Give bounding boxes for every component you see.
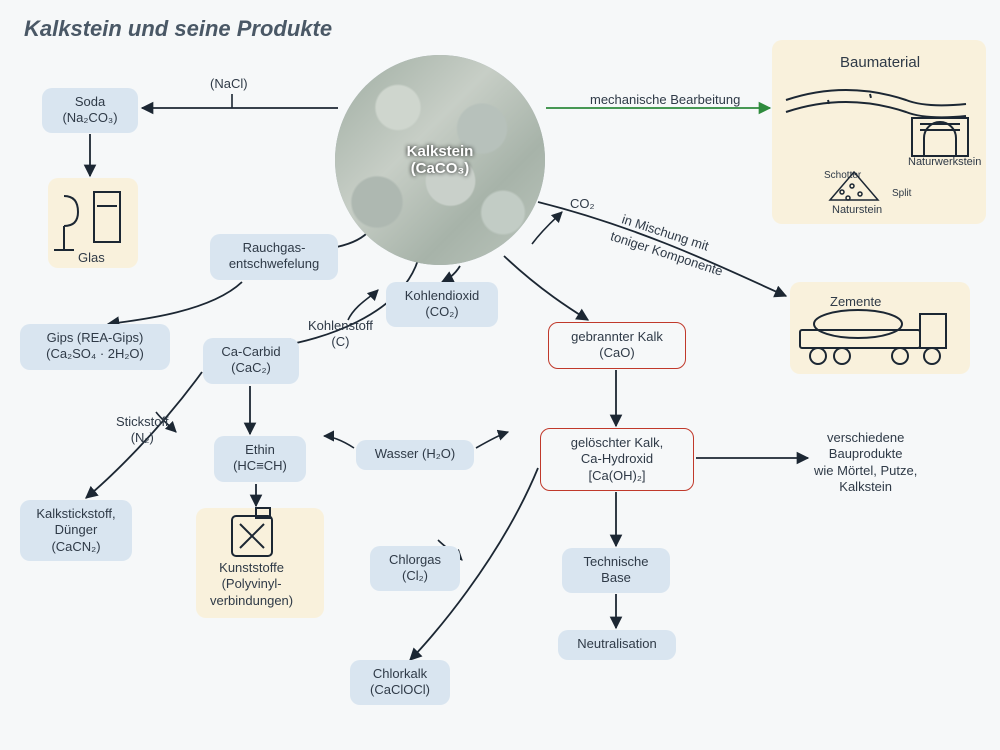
arrow bbox=[324, 436, 354, 448]
label-split: Split bbox=[892, 188, 911, 201]
node-soda: Soda(Na₂CO₃) bbox=[42, 88, 138, 133]
arrow bbox=[442, 266, 460, 282]
label-stickstoff: Stickstoff (N₂) bbox=[116, 414, 169, 447]
node-chlorgas: Chlorgas(Cl₂) bbox=[370, 546, 460, 591]
node-chlorkalk: Chlorkalk(CaClOCl) bbox=[350, 660, 450, 705]
node-techbase: TechnischeBase bbox=[562, 548, 670, 593]
arrow bbox=[108, 282, 242, 324]
node-geloescht: gelöschter Kalk,Ca-Hydroxid[Ca(OH)₂] bbox=[540, 428, 694, 491]
node-co2box: Kohlendioxid(CO₂) bbox=[386, 282, 498, 327]
label-glas: Glas bbox=[78, 250, 105, 266]
label-kunststoffe: Kunststoffe (Polyvinyl- verbindungen) bbox=[210, 560, 293, 609]
label-mech: mechanische Bearbeitung bbox=[590, 92, 740, 108]
node-gebrannt: gebrannter Kalk(CaO) bbox=[548, 322, 686, 369]
node-wasser: Wasser (H₂O) bbox=[356, 440, 474, 470]
limestone-caption-1: Kalkstein bbox=[407, 143, 474, 160]
node-neutral: Neutralisation bbox=[558, 630, 676, 660]
node-kalkstick: Kalkstickstoff,Dünger(CaCN₂) bbox=[20, 500, 132, 561]
label-co2: CO₂ bbox=[570, 196, 595, 212]
node-carbid: Ca-Carbid(CaC₂) bbox=[203, 338, 299, 384]
node-rauchgas: Rauchgas-entschwefelung bbox=[210, 234, 338, 280]
page-title: Kalkstein und seine Produkte bbox=[24, 16, 332, 42]
arrow bbox=[348, 290, 378, 320]
label-baumat: Baumaterial bbox=[840, 54, 920, 73]
node-ethin: Ethin(HC≡CH) bbox=[214, 436, 306, 482]
label-bauprod: verschiedene Bauprodukte wie Mörtel, Put… bbox=[814, 430, 917, 495]
arrow bbox=[476, 432, 508, 448]
label-nat1: Naturwerkstein bbox=[908, 156, 981, 170]
limestone-circle: Kalkstein (CaCO₃) bbox=[335, 55, 545, 265]
label-kohlenstoff: Kohlenstoff (C) bbox=[308, 318, 373, 351]
label-schotter: Schotter bbox=[824, 170, 861, 183]
arrow bbox=[504, 256, 588, 320]
label-zemente: Zemente bbox=[830, 294, 881, 310]
node-gips: Gips (REA-Gips)(Ca₂SO₄ · 2H₂O) bbox=[20, 324, 170, 370]
limestone-caption-2: (CaCO₃) bbox=[407, 160, 474, 177]
label-nat2: Naturstein bbox=[832, 204, 882, 218]
label-nacl: (NaCl) bbox=[210, 76, 248, 92]
